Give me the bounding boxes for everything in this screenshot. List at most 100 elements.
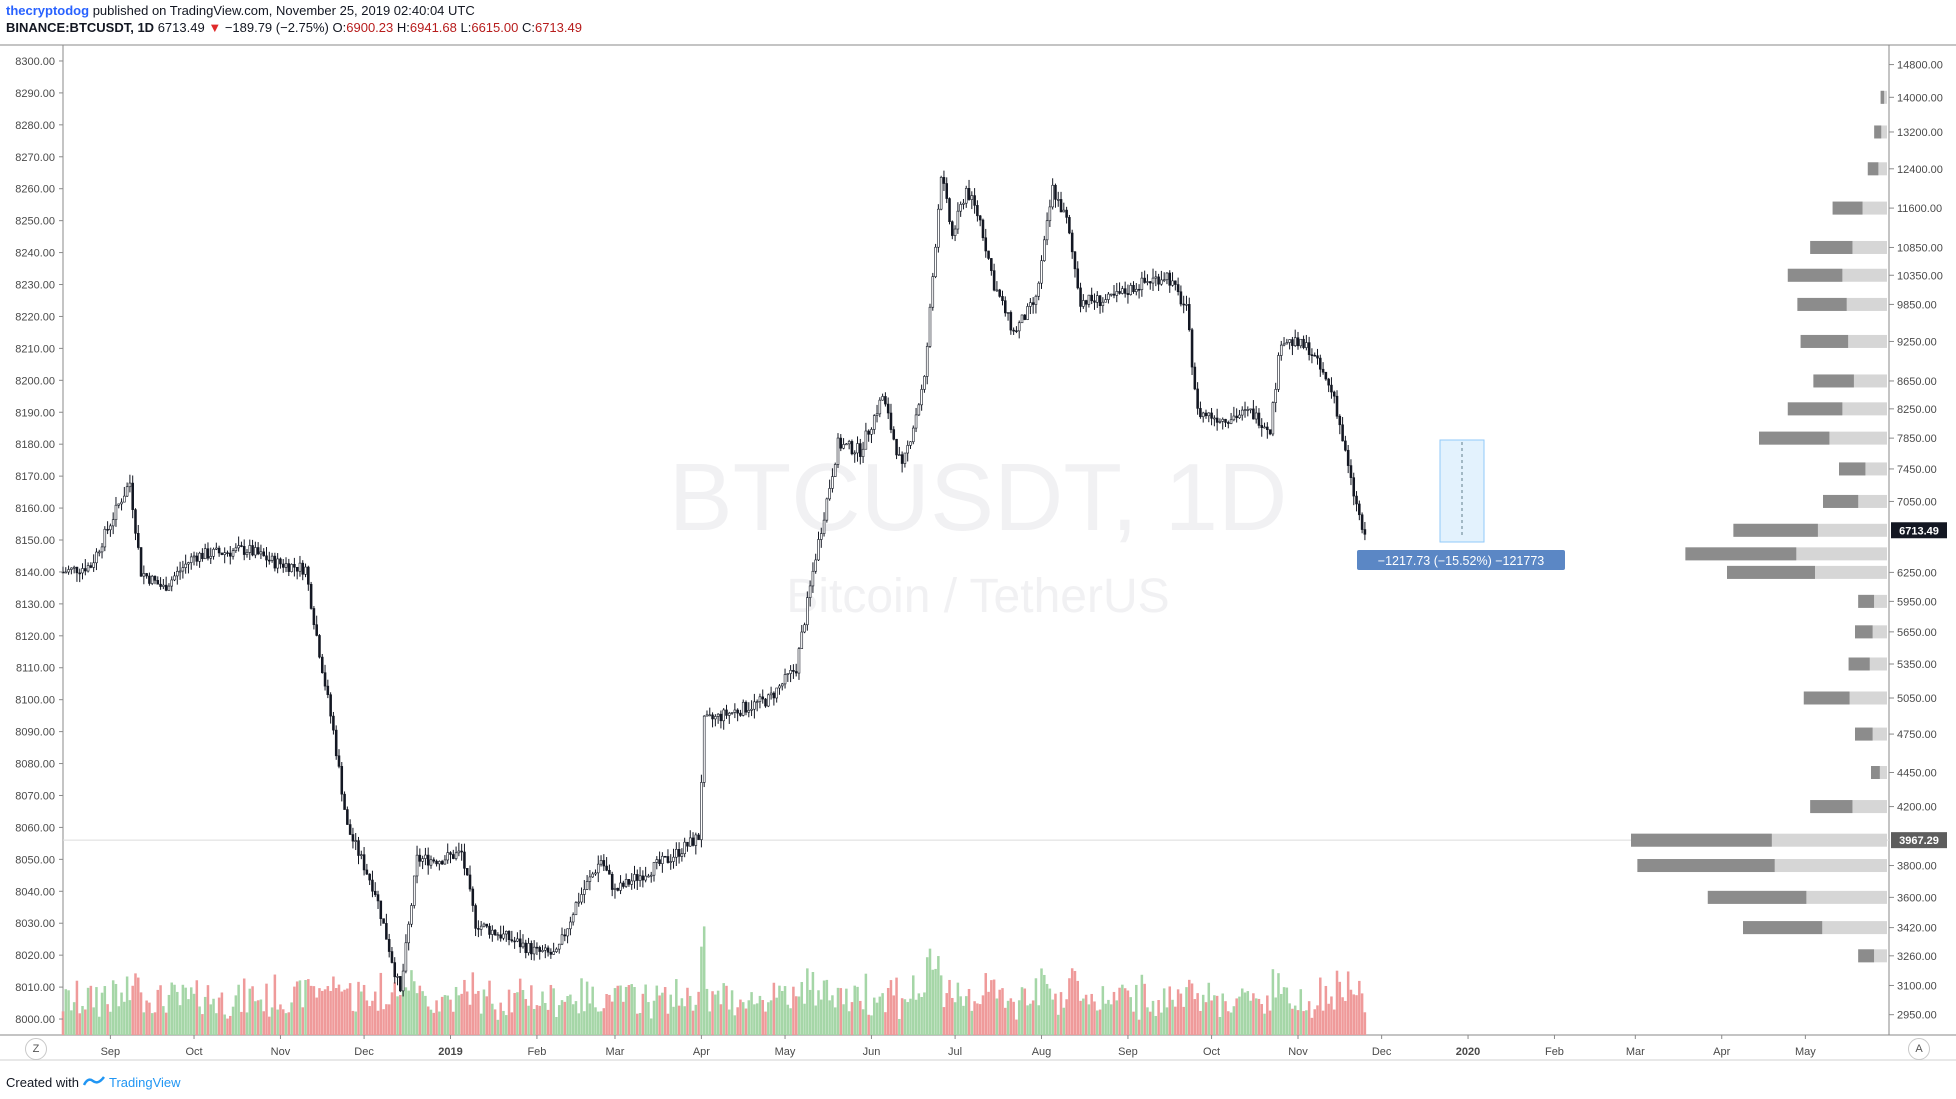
volume-bar <box>666 1013 670 1035</box>
open-label: O: <box>332 20 347 35</box>
candle-body <box>513 940 516 943</box>
auto-scale-z-button[interactable]: Z <box>25 1038 47 1060</box>
volume-bar <box>357 981 360 1035</box>
volume-bars <box>61 926 1367 1035</box>
volume-bar <box>967 988 971 1035</box>
volume-bar <box>599 1011 603 1035</box>
profile-up-bar <box>1858 594 1875 608</box>
symbol-label: BINANCE:BTCUSDT, 1D <box>6 20 155 35</box>
candle-body <box>544 947 547 951</box>
volume-bar <box>516 992 519 1035</box>
candle-body <box>457 850 461 854</box>
candles <box>61 170 1367 997</box>
volume-bar <box>730 990 734 1035</box>
candle-body <box>493 929 497 936</box>
measure-tool[interactable]: −1217.73 (−15.52%) −121773 <box>1357 439 1565 570</box>
candle-body <box>1065 209 1068 218</box>
author-link[interactable]: thecryptodog <box>6 3 90 18</box>
left-axis-label: 8020.00 <box>15 950 55 962</box>
axes: 8000.00 8010.00 8020.00 8030.00 8040.00 8050.… <box>15 56 1947 1058</box>
volume-bar <box>647 1002 650 1035</box>
volume-bar <box>563 1001 567 1035</box>
volume-bar <box>1135 984 1138 1035</box>
volume-bar <box>1266 995 1269 1035</box>
candle-body <box>867 430 870 435</box>
volume-bar <box>627 985 631 1035</box>
candle-body <box>967 188 971 200</box>
volume-bar <box>131 985 134 1035</box>
candle-body <box>881 396 884 401</box>
candle-body <box>814 559 817 572</box>
candle-body <box>806 597 809 626</box>
candle-body <box>914 414 918 429</box>
volume-bar <box>493 1009 497 1035</box>
candle-body <box>123 495 126 503</box>
volume-bar <box>1319 977 1322 1035</box>
volume-bar <box>1121 984 1124 1035</box>
volume-bar <box>755 1003 759 1035</box>
volume-bar <box>552 988 555 1035</box>
volume-bar <box>1031 1000 1035 1035</box>
candle-body <box>792 670 795 672</box>
candle-body <box>95 551 98 564</box>
volume-bar <box>923 992 926 1035</box>
current-price-tag: 6713.49 <box>1899 525 1939 537</box>
volume-bar <box>410 970 413 1035</box>
volume-bar <box>914 999 918 1035</box>
volume-bar <box>429 1009 433 1035</box>
volume-bar <box>649 1018 653 1035</box>
right-axis-label: 10350.00 <box>1897 270 1943 282</box>
candle-body <box>532 946 536 955</box>
candle-body <box>535 946 539 949</box>
candle-body <box>1070 232 1074 253</box>
volume-bar <box>744 1008 748 1035</box>
candle-body <box>482 923 486 927</box>
candle-body <box>1054 184 1057 200</box>
volume-bar <box>814 1005 817 1035</box>
volume-bar <box>449 999 452 1035</box>
left-axis-label: 8220.00 <box>15 311 55 323</box>
candle-body <box>1095 295 1099 303</box>
candle-body <box>387 939 391 952</box>
left-axis-label: 8290.00 <box>15 88 55 100</box>
volume-bar <box>978 1004 982 1035</box>
profile-up-bar <box>1813 374 1854 388</box>
volume-bar <box>109 1011 112 1035</box>
right-axis-label: 2950.00 <box>1897 1010 1937 1022</box>
candle-body <box>984 237 988 252</box>
candle-body <box>571 914 575 923</box>
candle-body <box>1257 412 1261 426</box>
x-axis-label: Jul <box>948 1046 962 1058</box>
volume-bar <box>1235 998 1238 1035</box>
candle-body <box>580 894 583 903</box>
volume-bar <box>1363 1012 1367 1035</box>
candle-body <box>909 441 912 446</box>
candle-body <box>903 452 907 464</box>
tradingview-brand-link[interactable]: TradingView <box>108 1075 181 1090</box>
volume-bar <box>491 1003 494 1035</box>
volume-bar <box>332 976 335 1035</box>
candle-body <box>1254 412 1258 420</box>
candle-body <box>923 376 926 390</box>
candle-body <box>385 923 388 940</box>
volume-bar <box>822 980 826 1035</box>
auto-scale-a-button[interactable]: A <box>1908 1038 1930 1060</box>
candle-body <box>1313 354 1316 357</box>
volume-bar <box>1215 995 1219 1035</box>
candle-body <box>817 539 820 561</box>
volume-bar <box>148 1002 151 1035</box>
volume-bar <box>889 980 893 1035</box>
volume-bar <box>831 995 834 1035</box>
volume-bar <box>624 986 628 1035</box>
volume-bar <box>111 980 115 1035</box>
volume-bar <box>1020 987 1024 1035</box>
left-axis-label: 8160.00 <box>15 503 55 515</box>
candle-body <box>1051 184 1054 208</box>
profile-up-bar <box>1848 657 1870 671</box>
volume-bar <box>245 1012 249 1035</box>
candle-body <box>931 276 935 308</box>
candle-body <box>507 930 511 940</box>
candle-body <box>850 441 854 455</box>
candle-body <box>148 575 151 584</box>
